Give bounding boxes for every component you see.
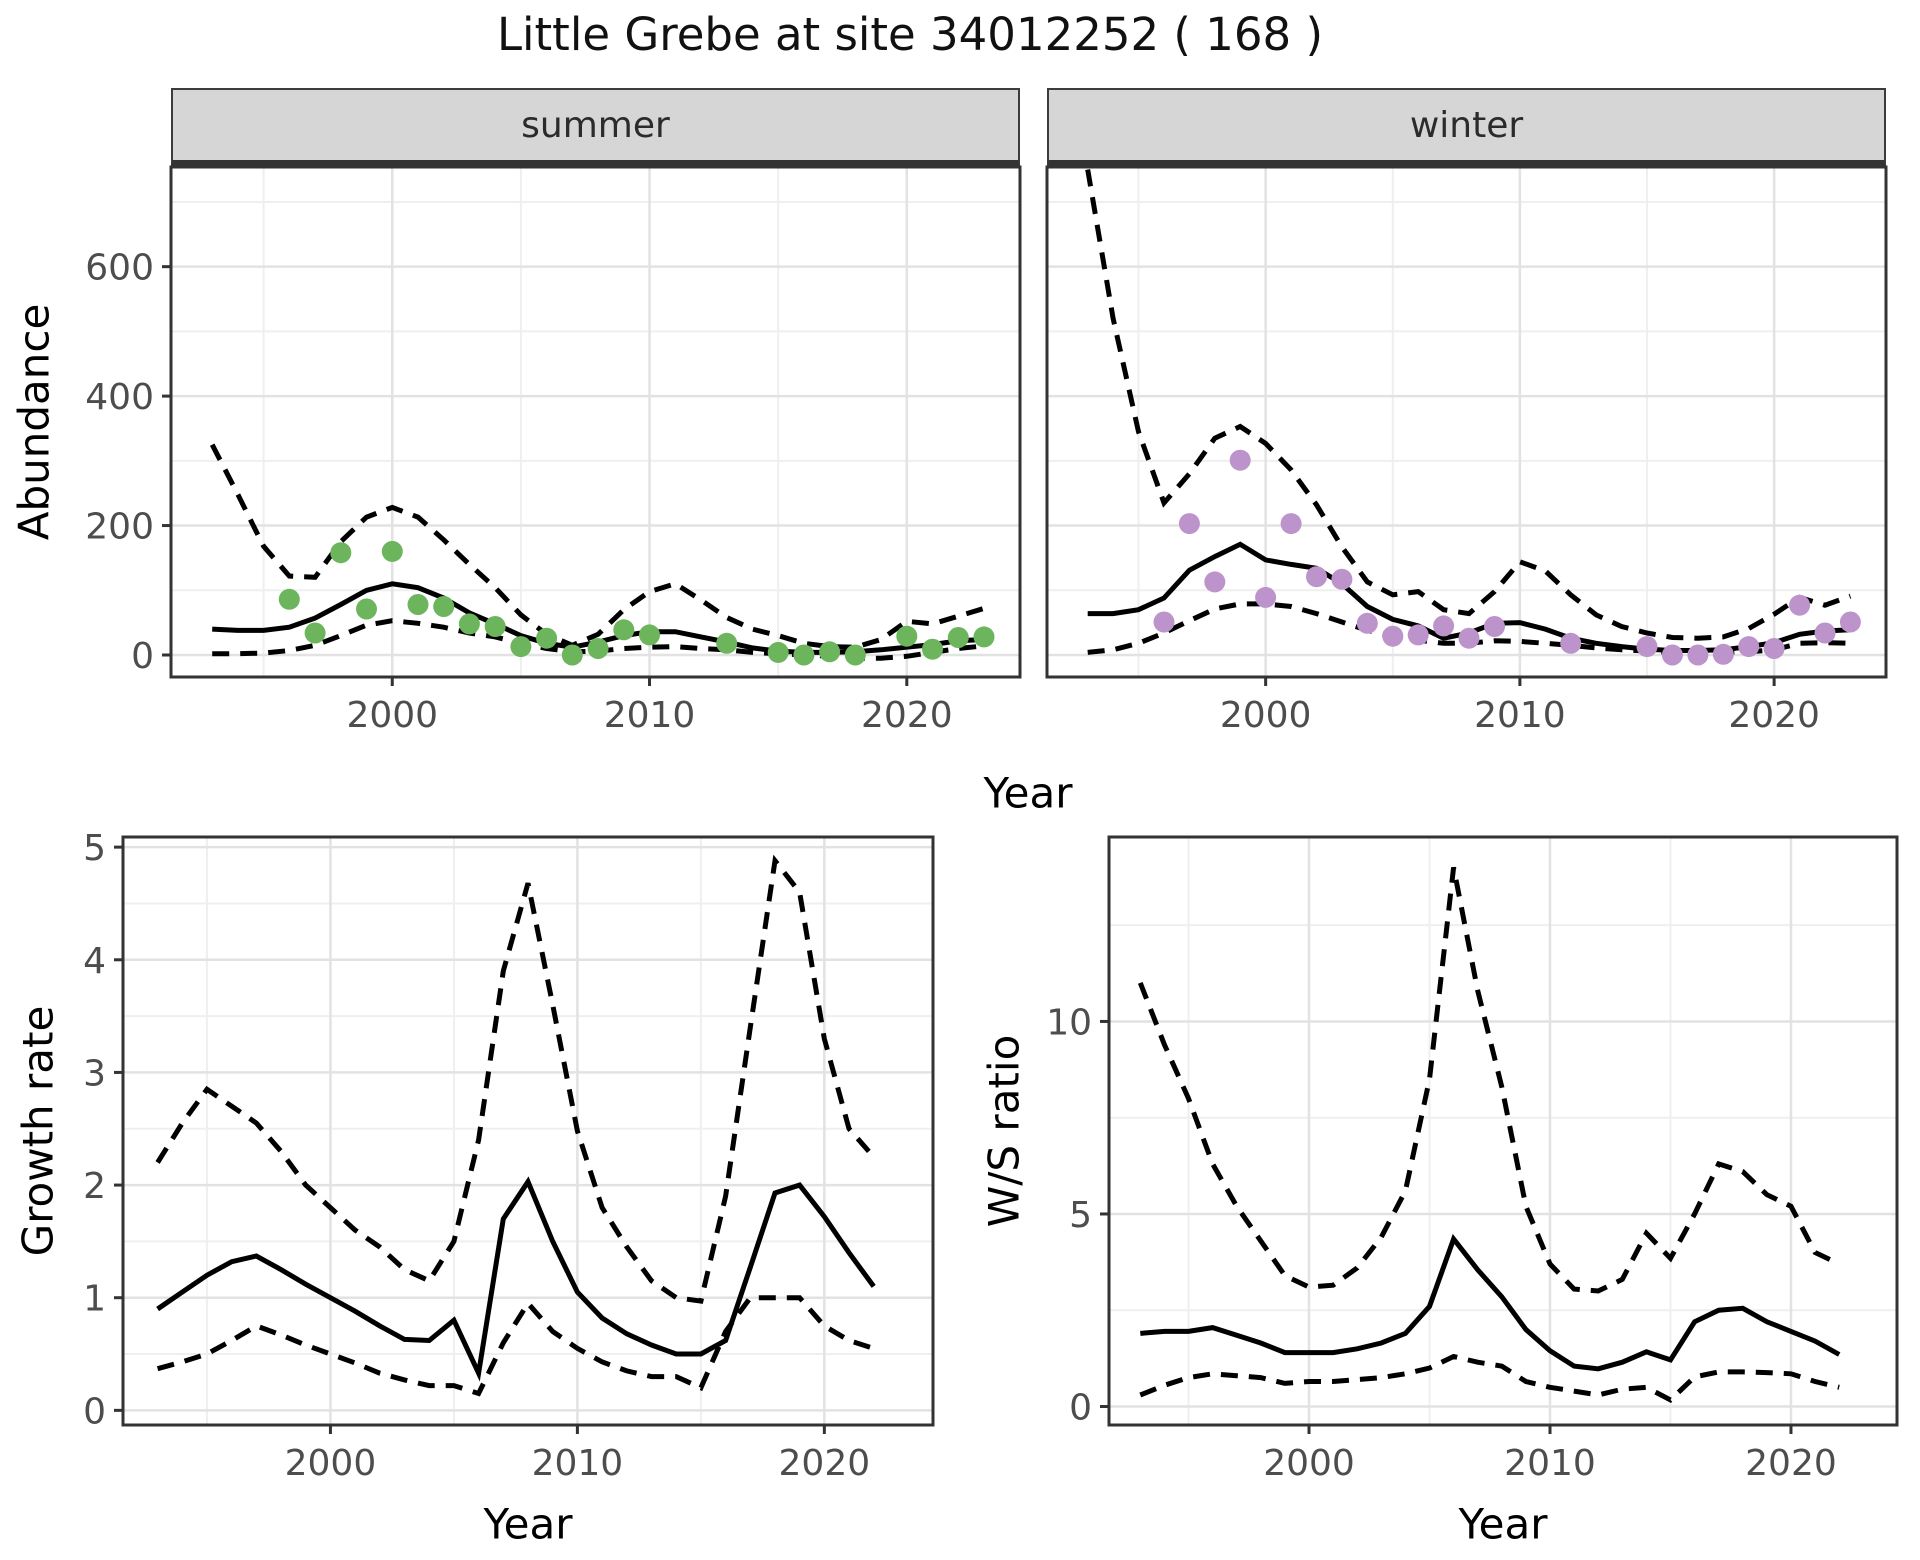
y-axis-title-growth: Growth rate <box>13 1005 63 1257</box>
winter-data-point <box>1687 644 1709 666</box>
ws-x-tick-label: 2020 <box>1745 1443 1837 1484</box>
winter-data-point <box>1255 586 1277 608</box>
winter-data-point <box>1560 632 1582 654</box>
winter-data-point <box>1382 625 1404 647</box>
growth-y-tick-label: 1 <box>83 1279 106 1320</box>
summer-data-point <box>304 622 326 644</box>
ws-lower-ci-line <box>1139 1353 1840 1404</box>
winter-data-point <box>1153 611 1175 633</box>
winter-panel-border <box>1045 165 1888 679</box>
winter-data-point <box>1433 615 1455 637</box>
y-axis-title-ws: W/S ratio <box>979 1034 1029 1228</box>
growth-fit-line <box>156 1176 876 1382</box>
winter-data-point <box>1356 612 1378 634</box>
winter-x-tick-label: 2020 <box>1728 695 1820 736</box>
winter-data-point <box>1484 616 1505 637</box>
x-axis-title-ws: Year <box>1458 1499 1548 1549</box>
y-axis-title-abundance: Abundance <box>9 303 59 541</box>
chart-title: Little Grebe at site 34012252 ( 168 ) <box>496 8 1324 61</box>
ws-y-tick-label: 0 <box>1069 1388 1092 1429</box>
winter-data-point <box>1661 644 1683 666</box>
summer-data-point <box>561 644 583 666</box>
x-axis-title-growth: Year <box>483 1499 573 1549</box>
growth-y-tick-label: 5 <box>83 828 106 869</box>
facet-strip-winter: winter <box>1047 88 1886 167</box>
growth-upper-ci-line <box>155 854 876 1304</box>
growth-lower-ci-line <box>156 1295 875 1397</box>
summer-x-tick-label: 2010 <box>604 695 696 736</box>
summer-data-point <box>793 644 815 666</box>
winter-data-point <box>1178 513 1200 535</box>
growth-panel-border <box>121 835 935 1427</box>
summer-y-tick-label: 200 <box>85 507 154 548</box>
winter-data-point <box>1331 568 1353 590</box>
winter-data-point <box>1407 624 1429 646</box>
growth-x-tick-label: 2010 <box>532 1443 624 1484</box>
summer-y-tick-label: 400 <box>85 377 154 418</box>
summer-data-point <box>767 641 789 663</box>
winter-data-point <box>1458 627 1480 649</box>
summer-x-tick-label: 2020 <box>861 695 953 736</box>
facet-label-winter: winter <box>1409 104 1524 146</box>
ws-x-tick-label: 2010 <box>1504 1443 1596 1484</box>
winter-data-point <box>1763 638 1785 659</box>
summer-x-tick-label: 2000 <box>346 695 438 736</box>
summer-data-point <box>356 598 377 620</box>
ws-y-tick-label: 10 <box>1046 1002 1092 1043</box>
summer-data-point <box>381 540 403 562</box>
summer-data-point <box>947 627 969 648</box>
summer-y-tick-label: 600 <box>85 248 154 289</box>
winter-data-point <box>1712 643 1734 665</box>
growth-y-tick-label: 2 <box>83 1166 106 1207</box>
winter-x-tick-label: 2010 <box>1474 695 1566 736</box>
ws-y-tick-label: 5 <box>1069 1195 1092 1236</box>
winter-data-point <box>1204 571 1226 593</box>
winter-data-point <box>1280 513 1302 535</box>
winter-data-point <box>1839 611 1861 633</box>
winter-data-point <box>1636 636 1658 658</box>
summer-data-point <box>484 616 506 637</box>
summer-y-tick-label: 0 <box>131 636 154 677</box>
summer-data-point <box>716 632 738 654</box>
growth-x-tick-label: 2020 <box>779 1443 871 1484</box>
facet-label-summer: summer <box>521 104 670 146</box>
winter-upper-ci-line <box>1085 169 1852 641</box>
summer-data-point <box>587 638 609 659</box>
summer-data-point <box>973 626 995 648</box>
winter-data-point <box>1814 622 1836 644</box>
summer-panel-border <box>169 165 1022 679</box>
x-axis-title-abundance: Year <box>983 768 1073 818</box>
summer-data-point <box>639 624 660 646</box>
winter-x-tick-label: 2000 <box>1220 695 1312 736</box>
growth-x-tick-label: 2000 <box>285 1443 377 1484</box>
summer-data-point <box>844 644 866 666</box>
summer-data-point <box>819 641 841 663</box>
ws-panel-border <box>1107 835 1899 1427</box>
summer-data-point <box>433 596 455 617</box>
facet-strip-summer: summer <box>171 88 1020 167</box>
ws-fit-line <box>1140 1233 1841 1372</box>
ws-upper-ci-line <box>1137 866 1841 1294</box>
growth-y-tick-label: 4 <box>83 941 106 982</box>
winter-data-point <box>1738 636 1760 658</box>
summer-data-point <box>458 613 480 635</box>
summer-upper-ci-line <box>209 443 985 650</box>
winter-data-point <box>1229 449 1251 471</box>
summer-data-point <box>536 627 558 649</box>
winter-data-point <box>1306 566 1327 588</box>
summer-data-point <box>407 594 429 615</box>
summer-data-point <box>330 542 352 564</box>
growth-y-tick-label: 3 <box>83 1053 106 1094</box>
summer-data-point <box>896 625 918 647</box>
summer-data-point <box>278 588 300 610</box>
growth-y-tick-label: 0 <box>83 1391 106 1432</box>
summer-data-point <box>510 636 532 658</box>
summer-data-point <box>922 638 943 660</box>
summer-data-point <box>613 619 635 641</box>
winter-data-point <box>1789 594 1811 616</box>
ws-x-tick-label: 2000 <box>1263 1443 1355 1484</box>
